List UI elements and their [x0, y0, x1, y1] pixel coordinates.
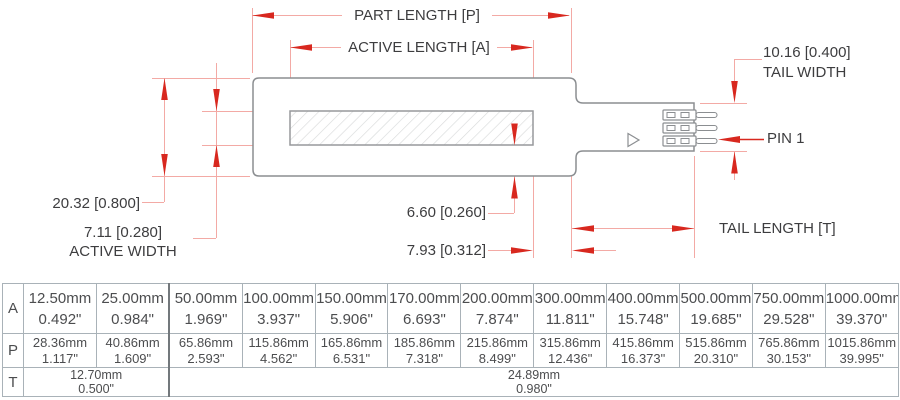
- table-cell: 215.86mm 8.499": [460, 333, 535, 368]
- table-cell: 150.00mm 5.906": [314, 283, 389, 334]
- arrow-edge-margin-up: [511, 176, 518, 199]
- arrow-active-width-down: [213, 89, 220, 111]
- table-row-active-length: A 12.50mm 0.492" 25.00mm 0.984" 50.00mm 1.9…: [2, 283, 899, 334]
- table-cell: 12.50mm 0.492": [23, 283, 97, 334]
- pin-row: [662, 109, 718, 121]
- table-cell: 40.86mm 1.609": [95, 333, 171, 368]
- pin1-triangle-icon: [627, 132, 641, 148]
- table-cell: 12.70mm 0.500": [23, 367, 171, 397]
- arrow-tail-width-up: [731, 151, 738, 174]
- tail-length-label: TAIL LENGTH [T]: [719, 220, 836, 237]
- part-length-label: PART LENGTH [P]: [342, 7, 492, 25]
- arrow-body-width-up: [161, 78, 168, 100]
- table-cell: 165.86mm 6.531": [314, 333, 389, 368]
- table-cell: 315.86mm 12.436": [533, 333, 608, 368]
- table-cell: 1000.00mm 39.370": [824, 283, 899, 334]
- row-label: T: [2, 367, 24, 397]
- table-cell: 115.86mm 4.562": [241, 333, 316, 368]
- pin-row: [662, 135, 718, 147]
- table-row-part-length: P 28.36mm 1.117" 40.86mm 1.609" 65.86mm 2.5…: [2, 333, 899, 368]
- arrow-edge-margin-down: [511, 123, 518, 146]
- tail-width-caption: TAIL WIDTH: [763, 64, 847, 81]
- active-width-value: 7.11 [0.280]: [83, 224, 163, 241]
- tail-width-dimension: 10.16 [0.400] TAIL WIDTH: [763, 43, 851, 83]
- arrow-active-length-right: [511, 44, 533, 51]
- table-cell: 1015.86mm 39.995": [824, 333, 899, 368]
- table-cell: 100.00mm 3.937": [241, 283, 316, 334]
- table-cell: 500.00mm 19.685": [679, 283, 753, 334]
- dimension-arrowheads: [161, 12, 740, 254]
- arrow-end-offset-right: [511, 247, 533, 254]
- tail-width-value: 10.16 [0.400]: [763, 44, 851, 61]
- active-width-caption: ACTIVE WIDTH: [69, 243, 177, 260]
- arrow-tail-length-left: [572, 225, 594, 232]
- body-width-dimension: 20.32 [0.800]: [52, 195, 140, 212]
- active-length-label: ACTIVE LENGTH [A]: [341, 39, 497, 57]
- arrow-end-offset-left: [572, 247, 594, 254]
- pin1-label: PIN 1: [767, 130, 805, 147]
- table-cell: 170.00mm 6.693": [387, 283, 462, 334]
- table-cell: 400.00mm 15.748": [606, 283, 681, 334]
- table-cell: 65.86mm 2.593": [168, 333, 243, 368]
- table-cell: 50.00mm 1.969": [168, 283, 243, 334]
- table-cell: 415.86mm 16.373": [606, 333, 681, 368]
- arrow-active-width-up: [213, 145, 220, 167]
- row-label: A: [2, 283, 24, 334]
- table-cell: 515.86mm 20.310": [679, 333, 753, 368]
- table-row-tail-length: T 12.70mm 0.500" 24.89mm 0.980": [2, 367, 899, 397]
- arrow-active-length-left: [290, 44, 312, 51]
- connector-pins: [662, 109, 718, 147]
- dimension-table: A 12.50mm 0.492" 25.00mm 0.984" 50.00mm 1.9…: [2, 283, 899, 397]
- row-label: P: [2, 333, 24, 368]
- table-cell: 25.00mm 0.984": [95, 283, 171, 334]
- pin-row: [662, 122, 718, 134]
- table-cell: 300.00mm 11.811": [533, 283, 608, 334]
- arrow-tail-width-down: [731, 81, 738, 103]
- arrow-tail-length-right: [672, 225, 694, 232]
- table-cell: 765.86mm 30.153": [751, 333, 826, 368]
- technical-drawing: [142, 8, 764, 258]
- table-cell: 24.89mm 0.980": [168, 367, 899, 397]
- edge-margin-dimension: 6.60 [0.260]: [406, 204, 486, 221]
- table-cell: 200.00mm 7.874": [460, 283, 535, 334]
- end-offset-dimension: 7.93 [0.312]: [406, 242, 486, 259]
- table-cell: 185.86mm 7.318": [387, 333, 462, 368]
- arrow-part-length-right: [548, 12, 570, 19]
- table-cell: 28.36mm 1.117": [23, 333, 97, 368]
- arrow-body-width-down: [161, 154, 168, 176]
- active-width-dimension: 7.11 [0.280] ACTIVE WIDTH: [53, 223, 193, 261]
- table-cell: 750.00mm 29.528": [751, 283, 826, 334]
- arrow-pin1: [718, 136, 740, 143]
- active-area-hatch: [289, 110, 534, 146]
- arrow-part-length-left: [252, 12, 274, 19]
